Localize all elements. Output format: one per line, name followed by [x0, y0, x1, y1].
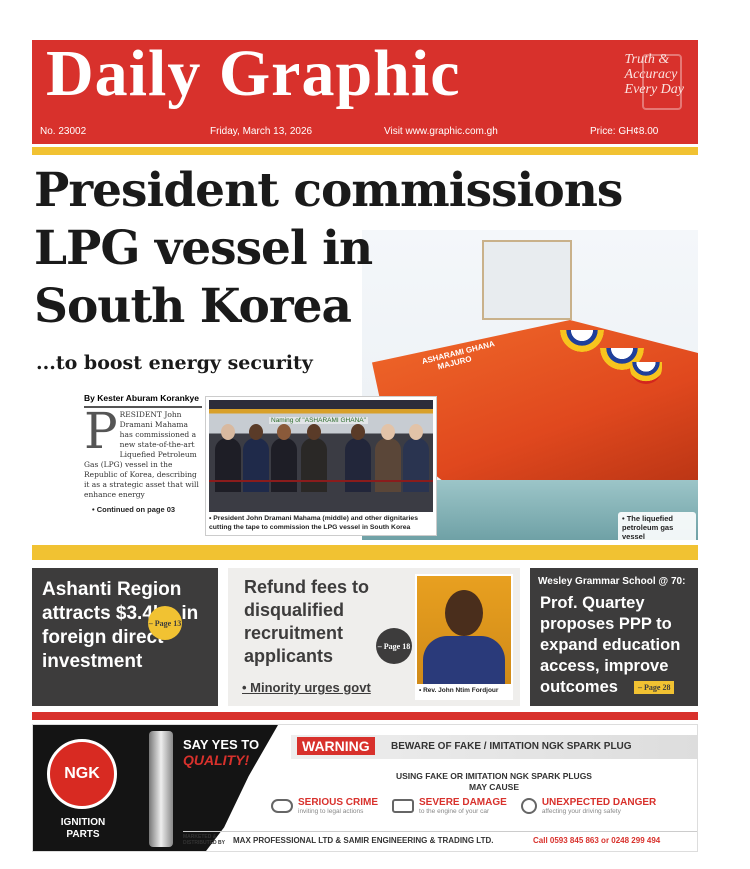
story-box-ashanti[interactable]: Ashanti Region attracts $3.4bn in foreig…: [32, 568, 218, 706]
article-body-continued: Petroleum Gas (LPG) vessel in the Republ…: [84, 450, 199, 499]
risk-item: SEVERE DAMAGE to the engine of your car: [392, 797, 507, 815]
ship-bridge: [482, 240, 572, 320]
person: [375, 424, 401, 492]
risk-title: UNEXPECTED DANGER: [541, 797, 657, 808]
distributor: MAX PROFESSIONAL LTD & SAMIR ENGINEERING…: [233, 836, 494, 845]
tablet-icon: [642, 54, 682, 110]
bunting-decoration: [560, 330, 604, 352]
risk-title: SEVERE DAMAGE: [419, 797, 507, 808]
cause-line: USING FAKE OR IMITATION NGK SPARK PLUGS: [396, 771, 592, 781]
story-kicker: Wesley Grammar School @ 70:: [538, 576, 686, 587]
website-link[interactable]: Visit www.graphic.com.gh: [384, 126, 498, 137]
risk-item: UNEXPECTED DANGER affecting your driving …: [520, 797, 657, 815]
story-box-refund[interactable]: Refund fees to disqualified recruitment …: [228, 568, 520, 706]
warning-label: WARNING: [297, 737, 375, 755]
ribbon-cutting-photo: Naming of "ASHARAMI GHANA": [209, 400, 433, 512]
masthead: Daily Graphic Truth & Accuracy Every Day…: [32, 37, 698, 144]
tagline-line: Truth &: [624, 52, 670, 67]
risk-item: SERIOUS CRIME inviting to legal actions: [271, 797, 378, 815]
risk-title: SERIOUS CRIME: [298, 797, 379, 808]
ribbon: [209, 480, 433, 482]
tagline-line: Accuracy: [624, 67, 678, 82]
page-reference[interactable]: – Page 28: [634, 681, 675, 694]
drop-cap: P: [84, 402, 118, 460]
risk-subtitle: affecting your driving safety: [541, 808, 621, 815]
divider: [32, 147, 698, 155]
engine-icon: [392, 799, 415, 813]
divider: [32, 712, 698, 720]
continued-link[interactable]: • Continued on page 03: [92, 505, 176, 514]
divider: [183, 831, 697, 832]
story-headline: Prof. Quartey proposes PPP to expand edu…: [540, 594, 681, 696]
person: [403, 424, 429, 492]
issue-number: No. 23002: [40, 126, 87, 137]
headline-line: South Korea: [34, 279, 352, 334]
brand-subtitle: IGNITION PARTS: [60, 817, 106, 840]
risk-subtitle: to the engine of your car: [419, 808, 490, 815]
byline: By Kester Aburam Korankye: [84, 393, 202, 408]
risk-subtitle: inviting to legal actions: [298, 808, 364, 815]
price: Price: GH¢8.00: [590, 126, 659, 137]
marketed-label: MARKETED & DISTRIBUTED BY: [183, 834, 225, 846]
face: [445, 590, 483, 636]
handcuffs-icon: [271, 799, 293, 813]
article-body: RESIDENT John Dramani Mahama has commiss…: [119, 410, 197, 459]
steering-wheel-icon: [520, 798, 537, 814]
story-box-wesley[interactable]: Wesley Grammar School @ 70: Prof. Quarte…: [530, 568, 698, 706]
ngk-advertisement[interactable]: NGK IGNITION PARTS SAY YES TO QUALITY! W…: [32, 724, 698, 852]
inset-photo-frame: Naming of "ASHARAMI GHANA" • President J…: [205, 396, 437, 536]
cause-text: USING FAKE OR IMITATION NGK SPARK PLUGS M…: [291, 771, 697, 793]
headline-line: President commissions: [34, 163, 623, 218]
risk-list: SERIOUS CRIME inviting to legal actions S…: [271, 797, 656, 815]
headline-line: LPG vessel in: [34, 221, 373, 276]
phone-number[interactable]: Call 0593 845 863 or 0248 299 494: [533, 836, 661, 845]
person: [215, 424, 241, 492]
person: [345, 424, 371, 492]
portrait-caption: • Rev. John Ntim Fordjour: [419, 687, 499, 694]
bunting-decoration: [630, 362, 662, 384]
person: [271, 424, 297, 492]
photo-banner-text: Naming of "ASHARAMI GHANA": [269, 417, 368, 424]
tagline-line: Every Day: [624, 82, 684, 97]
portrait-photo: [417, 576, 511, 684]
divider: [32, 545, 698, 560]
newspaper-logo: Daily Graphic: [46, 37, 461, 110]
slogan-highlight: QUALITY!: [183, 752, 250, 768]
subheadline: ...to boost energy security: [36, 352, 313, 374]
person: [243, 424, 269, 492]
article-column: P RESIDENT John Dramani Mahama has commi…: [84, 402, 202, 515]
ngk-logo: NGK: [47, 739, 117, 809]
suit: [423, 636, 505, 684]
photo-caption: • President John Dramani Mahama (middle)…: [209, 515, 418, 531]
person: [301, 424, 327, 492]
ship-caption: • The liquefied petroleum gas vessel: [618, 512, 696, 543]
tagline: Truth & Accuracy Every Day: [625, 52, 684, 97]
story-bullet[interactable]: • Minority urges govt: [242, 680, 371, 695]
page-reference[interactable]: – Page 13: [148, 606, 182, 640]
issue-date: Friday, March 13, 2026: [210, 126, 313, 137]
story-headline: Refund fees to disqualified recruitment …: [244, 577, 370, 666]
slogan: SAY YES TO: [183, 737, 260, 752]
spark-plug-image: [149, 731, 173, 847]
cause-line: MAY CAUSE: [468, 782, 520, 792]
page-reference[interactable]: – Page 18: [376, 628, 412, 664]
warning-text: BEWARE OF FAKE / IMITATION NGK SPARK PLU…: [391, 741, 632, 752]
lead-headline: President commissions LPG vessel in Sout…: [34, 162, 714, 336]
warning-strip: WARNING BEWARE OF FAKE / IMITATION NGK S…: [291, 735, 697, 759]
portrait-frame: • Rev. John Ntim Fordjour: [415, 574, 513, 700]
